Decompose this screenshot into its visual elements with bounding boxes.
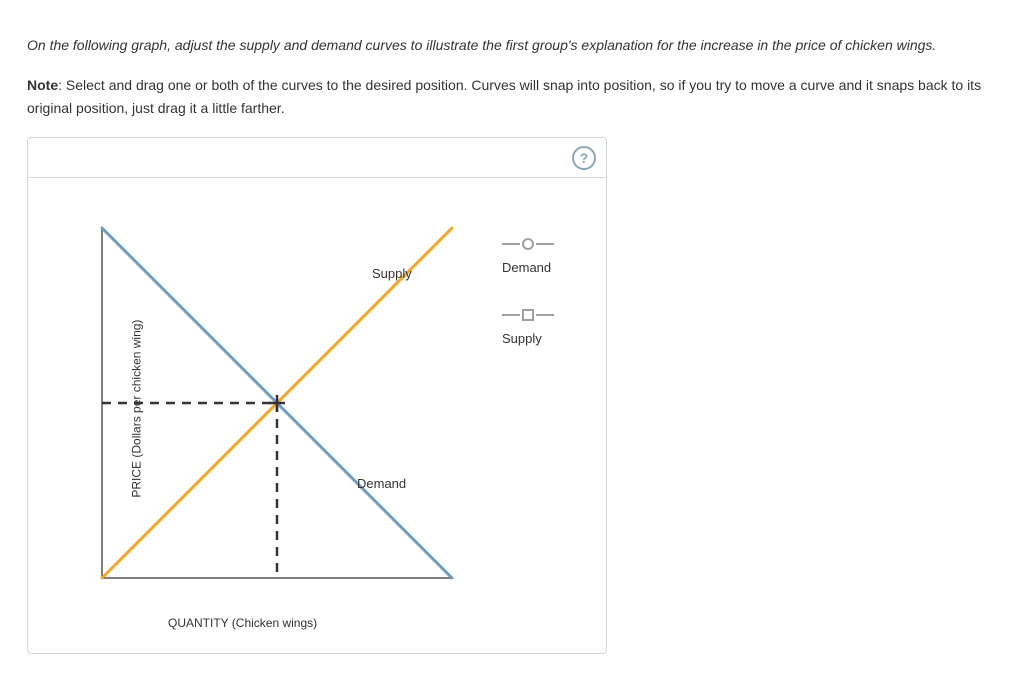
legend-demand-label: Demand — [502, 258, 554, 279]
x-axis-label: QUANTITY (Chicken wings) — [168, 614, 317, 633]
legend-demand[interactable]: Demand — [502, 238, 554, 279]
instruction-text: On the following graph, adjust the suppl… — [27, 34, 997, 56]
help-button[interactable]: ? — [572, 146, 596, 170]
chart-wrap: PRICE (Dollars per chicken wing) — [48, 208, 472, 633]
panel-header: ? — [28, 138, 606, 178]
legend-line-right-icon — [536, 243, 554, 245]
graph-panel: ? PRICE (Dollars per chicken wing) — [27, 137, 607, 654]
legend: Demand Supply — [502, 238, 554, 633]
legend-square-icon — [522, 309, 534, 321]
demand-inline-label: Demand — [357, 476, 406, 491]
y-axis-label-wrap: PRICE (Dollars per chicken wing) — [48, 399, 72, 418]
note-label: Note — [27, 77, 58, 93]
legend-supply-label: Supply — [502, 329, 554, 350]
legend-line-right-icon — [536, 314, 554, 316]
legend-circle-icon — [522, 238, 534, 250]
supply-inline-label: Supply — [372, 266, 412, 281]
y-axis-label: PRICE (Dollars per chicken wing) — [127, 319, 146, 497]
panel-body: PRICE (Dollars per chicken wing) — [28, 178, 606, 653]
note-text: Note: Select and drag one or both of the… — [27, 74, 997, 119]
note-body: : Select and drag one or both of the cur… — [27, 77, 981, 115]
legend-line-left-icon — [502, 243, 520, 245]
legend-supply[interactable]: Supply — [502, 309, 554, 350]
legend-line-left-icon — [502, 314, 520, 316]
